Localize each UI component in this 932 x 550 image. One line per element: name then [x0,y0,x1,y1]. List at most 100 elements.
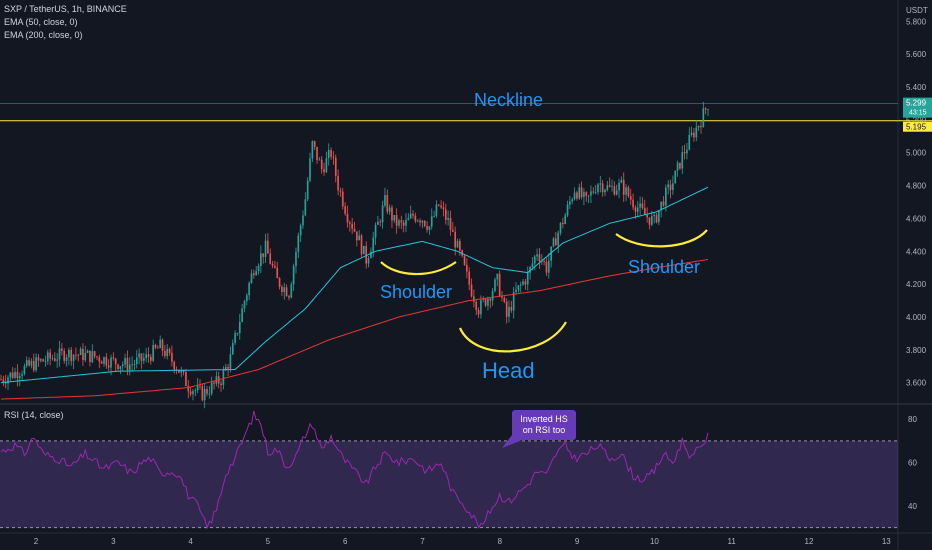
candle-body [693,132,695,138]
candle-body [320,159,323,170]
ema200-legend[interactable]: EMA (200, close, 0) [4,30,83,40]
candle-body [683,152,686,154]
candle-body [452,229,454,232]
candle-body [697,125,700,128]
time-tick-label: 2 [34,537,39,546]
line-price-badge: 5.195 [903,121,932,132]
candle-body [114,358,117,365]
price-axis[interactable]: 3.600 3.800 4.000 4.200 4.400 4.600 4.800 5.000… [906,17,927,387]
candle-body [182,370,185,373]
candle-body [700,125,702,128]
candle-body [325,157,328,173]
time-tick-label: 3 [111,537,116,546]
candle-body [54,358,56,361]
candle-body [154,345,157,348]
price-tick-label: 4.600 [906,214,927,223]
candle-body [278,278,281,287]
candle-body [611,186,613,188]
candle-body [639,203,641,208]
candle-body [173,361,176,370]
candle-body [391,207,393,221]
candle-body [601,183,604,193]
candle-body [274,265,276,268]
head-curve[interactable] [458,321,567,353]
candle-body [538,254,541,262]
candle-body [629,196,632,200]
candle-body [199,385,201,387]
candle-body [189,391,192,395]
candle-body [166,348,169,357]
candle-body [597,184,599,193]
symbol-legend[interactable]: SXP / TetherUS, 1h, BINANCE [4,4,127,14]
right-shoulder-curve[interactable] [615,229,708,248]
ema-50-line [0,186,709,384]
candle-body [49,352,51,359]
candle-body [529,266,531,273]
candle-body [370,251,372,259]
candle-body [119,366,122,370]
time-tick-label: 5 [266,537,271,546]
candle-body [475,301,478,310]
candle-body [142,358,145,361]
candle-body [299,225,302,236]
candle-body [86,350,89,353]
rsi-callout-line-1: Inverted HS [520,414,568,424]
candle-body [288,296,290,298]
candle-body [25,360,28,366]
candle-body [585,192,588,196]
candle-body [208,393,211,395]
rsi-axis[interactable]: 40 60 80 [908,415,917,511]
left-shoulder-curve[interactable] [380,261,457,276]
candle-body [231,343,234,355]
candle-body [61,348,63,351]
candle-body [636,207,639,212]
candle-body [147,354,150,357]
candle-body [194,390,197,391]
candle-body [42,359,44,362]
candle-body [44,361,47,363]
rsi-callout[interactable]: Inverted HS on RSI too [502,410,576,448]
right-shoulder-label: Shoulder [628,257,700,277]
candle-body [468,271,471,285]
candle-body [363,245,365,255]
candle-body [9,372,12,378]
candle-body [234,333,236,344]
candle-body [306,180,309,200]
candle-body [660,201,662,211]
candle-body [442,207,445,210]
candle-body [135,357,138,364]
candle-body [262,253,265,257]
candle-body [341,191,344,207]
rsi-callout-line-2: on RSI too [523,425,566,435]
candle-body [32,361,35,371]
ema50-legend[interactable]: EMA (50, close, 0) [4,17,78,27]
candle-body [536,254,538,257]
price-tick-label: 5.000 [906,149,927,158]
candle-body [103,357,105,364]
candle-body [79,348,82,355]
candle-body [236,333,239,334]
candle-body [498,273,501,297]
rsi-legend[interactable]: RSI (14, close) [4,410,64,420]
candle-body [491,291,494,301]
candle-body [21,374,23,377]
candle-body [30,361,33,366]
candle-body [276,267,279,279]
candle-body [35,357,37,371]
price-tick-label: 3.600 [906,379,927,388]
candle-body [557,232,559,246]
candle-body [662,201,665,206]
left-shoulder-label: Shoulder [380,282,452,302]
candle-body [576,192,578,199]
candle-body [587,195,590,197]
time-axis[interactable]: 2 3 4 5 6 7 8 9 10 11 12 13 [0,532,932,546]
candle-body [82,348,84,361]
candle-body [381,205,384,223]
candle-body [126,357,129,370]
price-tick-label: 5.400 [906,83,927,92]
candle-body [255,271,257,276]
candle-body [243,301,246,309]
candle-body [248,283,250,296]
candle-body [580,187,583,198]
